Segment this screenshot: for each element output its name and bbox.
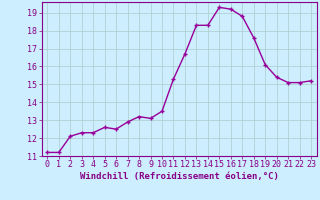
X-axis label: Windchill (Refroidissement éolien,°C): Windchill (Refroidissement éolien,°C) bbox=[80, 172, 279, 181]
